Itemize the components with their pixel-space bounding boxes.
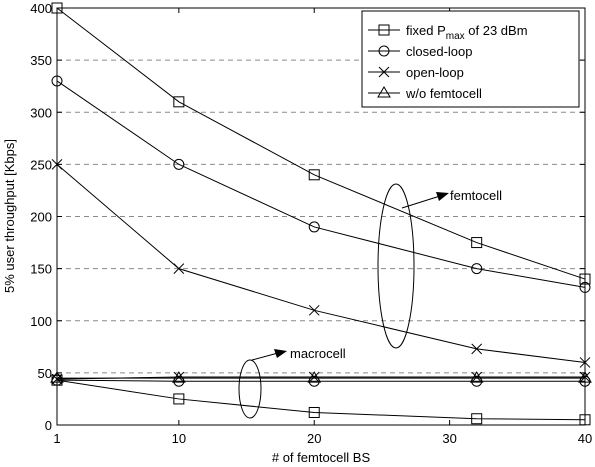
femtocell-arrow [401, 195, 441, 209]
macro-series-point-1-2 [308, 375, 320, 387]
ytick-label-8: 400 [30, 1, 52, 16]
xtick-label-2: 20 [307, 431, 321, 446]
legend-label-2: open-loop [406, 65, 464, 80]
legend-items: fixed Pmax of 23 dBm closed-loop open-loop… [368, 23, 528, 101]
ytick-label-4: 200 [30, 210, 52, 225]
macrocell-annotation: macrocell [238, 346, 346, 419]
femtocell-ellipse [377, 183, 415, 349]
xtick-label-1: 10 [172, 431, 186, 446]
xtick-label-0: 1 [53, 431, 60, 446]
ytick-label-3: 150 [30, 262, 52, 277]
ytick-label-5: 250 [30, 157, 52, 172]
macro-series-point-2-1 [173, 371, 185, 383]
ytick-label-6: 300 [30, 105, 52, 120]
legend-marker-3 [377, 86, 391, 98]
series-group [50, 2, 592, 426]
macro-series-point-0-2 [308, 406, 320, 418]
macrocell-ellipse [238, 359, 262, 419]
macro-series-line-1 [56, 379, 585, 382]
macro-series-point-2-2 [308, 371, 320, 383]
series-point-0-2 [308, 169, 320, 181]
series-1 [51, 75, 591, 293]
legend-box [361, 10, 580, 108]
ytick-label-1: 50 [38, 366, 52, 381]
xtick-label-3: 30 [442, 431, 456, 446]
ytick-label-0: 0 [45, 418, 52, 433]
series-point-0-3 [471, 237, 483, 249]
legend-label-subscript: max [446, 31, 465, 42]
series-point-1-3 [471, 263, 483, 275]
series-point-2-1 [173, 263, 185, 274]
legend-label-0: fixed Pmax of 23 dBm [406, 23, 528, 42]
x-axis-label: # of femtocell BS [272, 450, 371, 465]
macrocell-label: macrocell [290, 346, 346, 361]
macro-series-point-2-3 [471, 371, 483, 383]
series-point-2-3 [471, 343, 483, 355]
macro-series-point-0-1 [173, 393, 185, 405]
femtocell-annotation: femtocell [377, 183, 502, 349]
femtocell-arrowhead [436, 192, 449, 201]
femtocell-label: femtocell [450, 188, 502, 203]
legend-entry-3: w/o femtocell [368, 86, 482, 101]
legend-label-1: closed-loop [406, 44, 473, 59]
legend-marker-1 [378, 45, 390, 57]
axis-ticks: 0 50 100 150 200 250 300 350 400 1 10 20 30 40 [30, 1, 592, 446]
legend-entry-1: closed-loop [368, 44, 473, 59]
ytick-label-2: 100 [30, 314, 52, 329]
macro-series-point-0-3 [471, 413, 483, 425]
macrocell-arrow [251, 352, 279, 361]
xtick-label-4: 40 [578, 431, 592, 446]
legend-marker-0 [378, 24, 390, 36]
y-axis-label: 5% user throughput [Kbps] [2, 139, 17, 293]
macrocell-arrowhead [274, 349, 287, 358]
series-point-2-2 [308, 304, 320, 316]
macro-series-point-1-3 [471, 375, 483, 387]
legend-label-rest: of 23 dBm [465, 23, 528, 38]
legend: fixed Pmax of 23 dBm closed-loop open-loop… [361, 10, 580, 108]
legend-label-3: w/o femtocell [405, 86, 482, 101]
series-line-0 [56, 7, 586, 280]
series-point-1-2 [308, 221, 320, 233]
series-line-2 [56, 163, 586, 363]
series-line-1 [56, 80, 586, 288]
series-point-1-1 [173, 158, 185, 170]
series-point-0-1 [173, 96, 185, 108]
legend-entry-2: open-loop [368, 65, 464, 80]
grid-lines [57, 59, 585, 374]
ytick-label-7: 350 [30, 53, 52, 68]
macro-series-point-1-1 [173, 375, 185, 387]
legend-marker-2 [378, 66, 390, 78]
series-2 [51, 159, 591, 368]
macro-series-line-0 [56, 379, 586, 421]
macro-series-0 [51, 374, 591, 426]
legend-entry-0: fixed Pmax of 23 dBm [368, 23, 528, 42]
